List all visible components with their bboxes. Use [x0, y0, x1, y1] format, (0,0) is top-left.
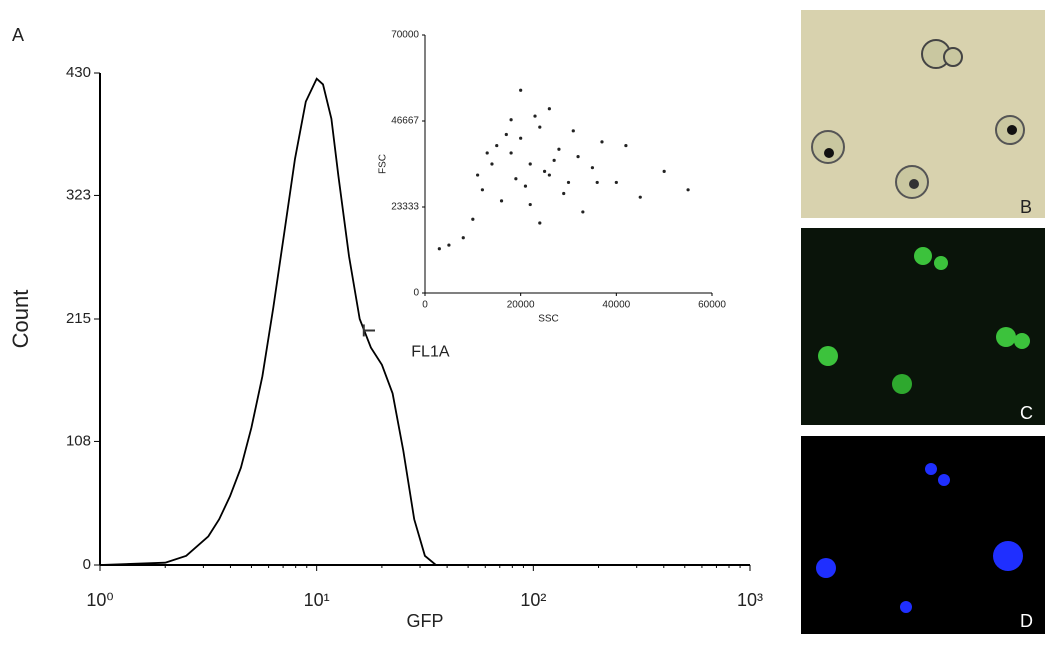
y-tick-label: 46667	[391, 116, 419, 127]
scatter-point	[533, 114, 537, 118]
inset-background	[375, 25, 732, 338]
scatter-point	[528, 162, 532, 166]
y-tick-label: 23333	[391, 202, 419, 213]
scatter-point	[485, 151, 489, 155]
gate-label: FL1A	[411, 344, 450, 361]
x-tick-label: 0	[422, 300, 428, 311]
scatter-point	[547, 107, 551, 111]
scatter-point	[461, 236, 465, 240]
y-tick-label: 0	[413, 288, 419, 299]
scatter-point	[571, 129, 575, 133]
scatter-point	[547, 173, 551, 177]
scatter-point	[519, 88, 523, 92]
x-tick-label: 60000	[698, 300, 726, 311]
y-tick-label: 0	[83, 556, 91, 573]
scatter-point	[447, 243, 451, 247]
scatter-point	[523, 184, 528, 188]
scatter-point	[590, 166, 595, 170]
scatter-point	[552, 158, 556, 162]
scatter-point	[595, 180, 599, 185]
x-axis-label: SSC	[538, 314, 559, 325]
scatter-point	[528, 202, 532, 207]
scatter-point	[566, 180, 571, 185]
scatter-point	[542, 169, 547, 173]
scatter-point	[614, 180, 618, 185]
image-d	[801, 436, 1045, 634]
scatter-point	[480, 188, 484, 192]
x-tick-label: 10³	[737, 590, 763, 610]
y-axis-label: Count	[8, 290, 33, 349]
scatter-point	[581, 210, 585, 214]
image-label: B	[1020, 197, 1032, 217]
scatter-point	[509, 118, 513, 122]
x-tick-label: 20000	[507, 300, 535, 311]
x-tick-label: 40000	[602, 300, 630, 311]
scatter-point	[557, 147, 561, 151]
scatter-point	[624, 143, 628, 148]
scatter-point	[499, 199, 504, 203]
scatter-point	[495, 143, 499, 148]
panel-label: A	[12, 25, 24, 45]
scatter-point	[476, 173, 480, 177]
scatter-point	[490, 162, 494, 166]
x-tick-label: 10²	[520, 590, 546, 610]
image-c	[801, 228, 1045, 425]
x-tick-label: 10⁰	[86, 590, 113, 610]
scatter-point	[519, 136, 523, 140]
scatter-point	[686, 188, 690, 192]
scatter-point	[471, 217, 475, 221]
scatter-point	[600, 140, 604, 144]
y-tick-label: 108	[66, 432, 91, 449]
scatter-point	[662, 169, 666, 173]
y-tick-label: 323	[66, 186, 91, 203]
image-b	[801, 10, 1045, 218]
x-axis-label: GFP	[406, 611, 443, 631]
image-label: D	[1020, 611, 1033, 631]
scatter-point	[538, 221, 542, 225]
scatter-point	[538, 125, 542, 129]
y-tick-label: 70000	[391, 30, 419, 41]
x-tick-label: 10¹	[304, 590, 330, 610]
y-axis-label: FSC	[378, 154, 389, 174]
histogram-line	[99, 77, 750, 566]
scatter-point	[437, 247, 441, 251]
scatter-point	[576, 155, 580, 159]
scatter-point	[638, 195, 642, 199]
scatter-point	[504, 132, 508, 137]
scatter-point	[514, 177, 518, 181]
y-tick-label: 430	[66, 64, 91, 81]
scatter-point	[509, 151, 513, 155]
scatter-point	[562, 191, 566, 196]
image-label: C	[1020, 403, 1033, 423]
y-tick-label: 215	[66, 310, 91, 327]
